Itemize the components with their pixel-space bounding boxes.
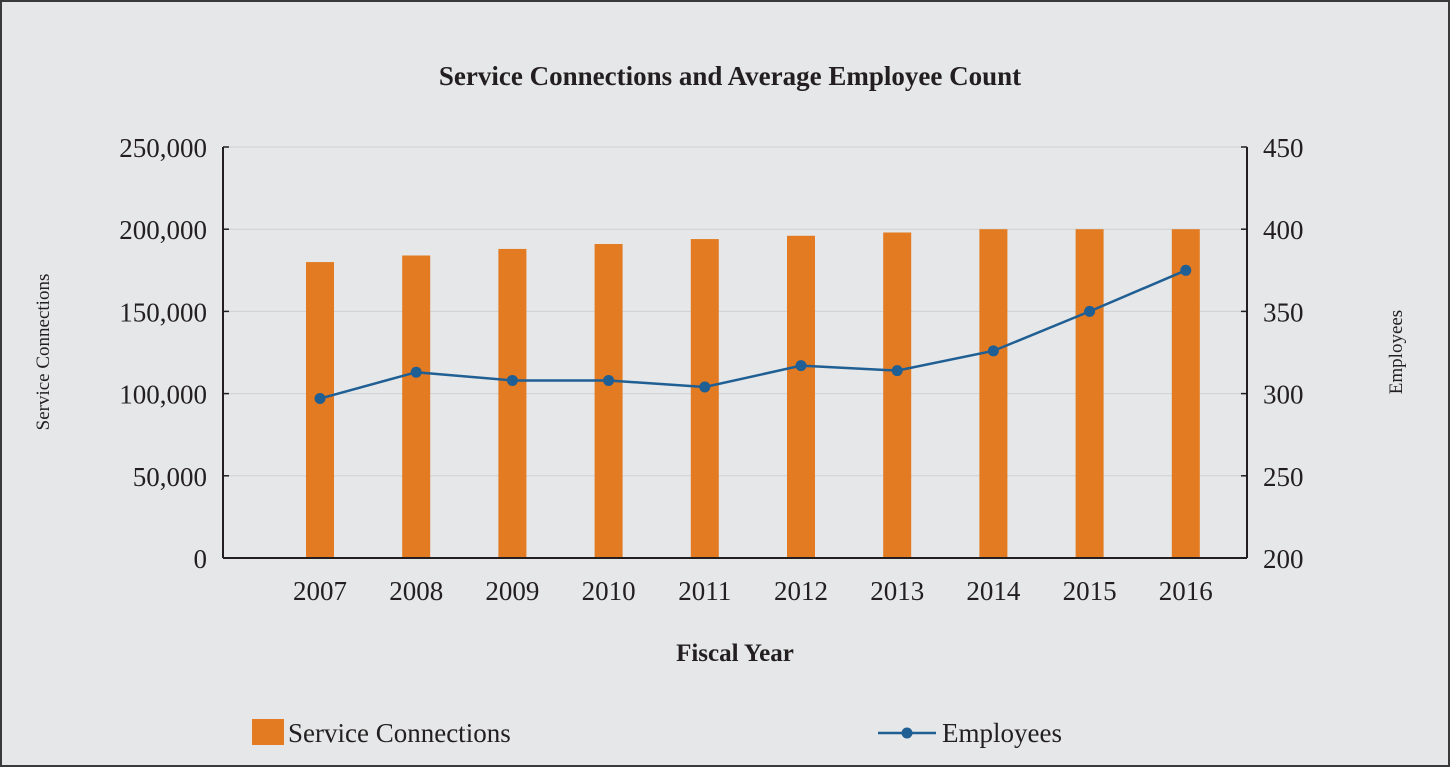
y-tick-label: 50,000: [133, 462, 207, 492]
legend-label-employees: Employees: [942, 718, 1062, 748]
x-tick-label: 2011: [678, 576, 731, 606]
y2-tick-label: 250: [1263, 462, 1304, 492]
point-2013: [891, 365, 903, 377]
bar-2007: [306, 262, 334, 558]
y-tick-label: 200,000: [119, 215, 207, 245]
employees-line: [319, 269, 1187, 400]
tick-labels: 0 50,000 100,000 150,000 200,000 250,000 200 25…: [119, 133, 1303, 606]
point-2011: [699, 381, 711, 393]
point-2015: [1084, 305, 1096, 317]
bar-2016: [1171, 229, 1200, 558]
x-tick-label: 2009: [485, 576, 539, 606]
x-tick-label: 2014: [966, 576, 1021, 606]
x-tick-label: 2012: [774, 576, 828, 606]
bar-2012: [787, 235, 815, 558]
bar-2011: [690, 239, 719, 558]
x-tick-label: 2016: [1159, 576, 1213, 606]
legend: Service Connections Employees: [252, 718, 1062, 748]
line-series-employees: [314, 264, 1192, 405]
bar-2014: [979, 229, 1008, 558]
x-axis-label: Fiscal Year: [676, 640, 794, 667]
y2-tick-label: 200: [1263, 544, 1304, 574]
legend-marker-employees: [901, 727, 913, 739]
y-tick-label: 250,000: [119, 133, 207, 163]
x-tick-label: 2007: [293, 576, 347, 606]
y-axis-label: Service Connections: [33, 274, 54, 431]
x-tick-label: 2013: [870, 576, 924, 606]
chart-title: Service Connections and Average Employee…: [439, 61, 1021, 91]
bar-2010: [594, 243, 623, 558]
point-2012: [795, 360, 807, 372]
axes: [222, 146, 1248, 559]
bar-2008: [402, 255, 431, 558]
legend-swatch-service-connections: [252, 719, 284, 745]
point-2007: [314, 393, 326, 405]
y2-tick-label: 450: [1263, 133, 1304, 163]
y2-tick-label: 350: [1263, 297, 1304, 327]
bar-2013: [883, 232, 912, 558]
point-2014: [987, 345, 999, 357]
y-tick-label: 0: [194, 544, 208, 574]
bar-series-service-connections: [306, 229, 1200, 559]
x-tick-label: 2010: [582, 576, 636, 606]
point-2009: [506, 374, 518, 386]
x-tick-label: 2008: [389, 576, 443, 606]
point-2010: [603, 374, 615, 386]
bar-2009: [498, 248, 527, 559]
bar-2015: [1075, 229, 1104, 558]
y2-tick-label: 400: [1263, 215, 1304, 245]
y-tick-label: 100,000: [119, 380, 207, 410]
y2-tick-label: 300: [1263, 380, 1304, 410]
y-tick-label: 150,000: [119, 297, 207, 327]
x-tick-label: 2015: [1063, 576, 1117, 606]
point-2008: [410, 366, 422, 378]
y2-axis-label: Employees: [1386, 310, 1407, 394]
legend-label-service-connections: Service Connections: [288, 718, 511, 748]
point-2016: [1180, 264, 1192, 276]
